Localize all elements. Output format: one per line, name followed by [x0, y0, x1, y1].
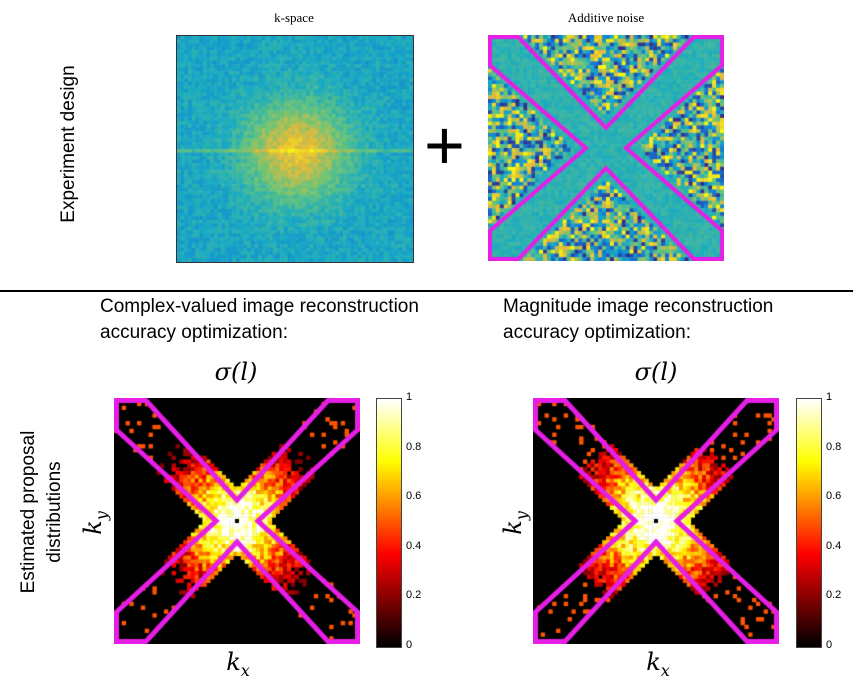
- estimated-proposal-line1: Estimated proposal: [18, 430, 39, 594]
- left-ky-label: ky: [79, 503, 111, 543]
- colorbar-tick-label: 1: [406, 391, 413, 403]
- left-kx-label: kx: [218, 648, 258, 680]
- colorbar-tick-label: 0.8: [826, 440, 842, 453]
- right-ky-sub: y: [511, 511, 531, 521]
- left-ky-k: k: [79, 520, 107, 535]
- noise-title: Additive noise: [567, 10, 645, 25]
- section-divider: [0, 290, 853, 292]
- experiment-design-label: Experiment design: [58, 65, 79, 223]
- left-kx-sub: x: [240, 660, 250, 680]
- colorbar-tick-label: 0: [406, 639, 413, 651]
- additive-noise-image: [488, 35, 724, 261]
- colorbar-tick-label: 0.4: [406, 539, 422, 552]
- colorbar-tick-label: 0.2: [826, 589, 842, 602]
- left-colorbar: [376, 398, 402, 648]
- left-heading: Complex-valued image reconstruction accu…: [100, 294, 419, 346]
- right-proposal-heatmap: [533, 398, 779, 644]
- right-kx-label: kx: [638, 648, 678, 680]
- colorbar-tick-label: 0.2: [406, 589, 422, 602]
- left-proposal-heatmap: [114, 398, 360, 644]
- right-heading-line2: accuracy optimization:: [503, 322, 691, 343]
- plus-sign: +: [424, 106, 465, 184]
- right-kx-sub: x: [660, 660, 670, 680]
- right-sigma-label: σ(l): [634, 358, 678, 386]
- left-heading-line2: accuracy optimization:: [100, 322, 288, 343]
- colorbar-tick-label: 0.6: [826, 490, 842, 503]
- right-ky-label: ky: [499, 503, 531, 543]
- left-kx-k: k: [226, 648, 241, 676]
- left-ky-sub: y: [91, 511, 111, 521]
- colorbar-tick-label: 0.4: [826, 539, 842, 552]
- colorbar-tick-label: 1: [826, 391, 833, 403]
- colorbar-tick-label: 0.8: [406, 440, 422, 453]
- right-heading-line1: Magnitude image reconstruction: [503, 296, 774, 317]
- colorbar-tick-label: 0: [826, 639, 833, 651]
- right-ky-k: k: [499, 520, 527, 535]
- kspace-title: k-space: [274, 10, 314, 25]
- estimated-proposal-label: Estimated proposal distributions: [16, 412, 68, 612]
- estimated-proposal-line2: distributions: [44, 461, 65, 563]
- right-heading: Magnitude image reconstruction accuracy …: [503, 294, 773, 346]
- left-sigma-label: σ(l): [214, 358, 258, 386]
- right-kx-k: k: [646, 648, 661, 676]
- left-heading-line1: Complex-valued image reconstruction: [100, 296, 419, 317]
- kspace-image: [176, 35, 414, 263]
- colorbar-tick-label: 0.6: [406, 490, 422, 503]
- right-colorbar: [796, 398, 822, 648]
